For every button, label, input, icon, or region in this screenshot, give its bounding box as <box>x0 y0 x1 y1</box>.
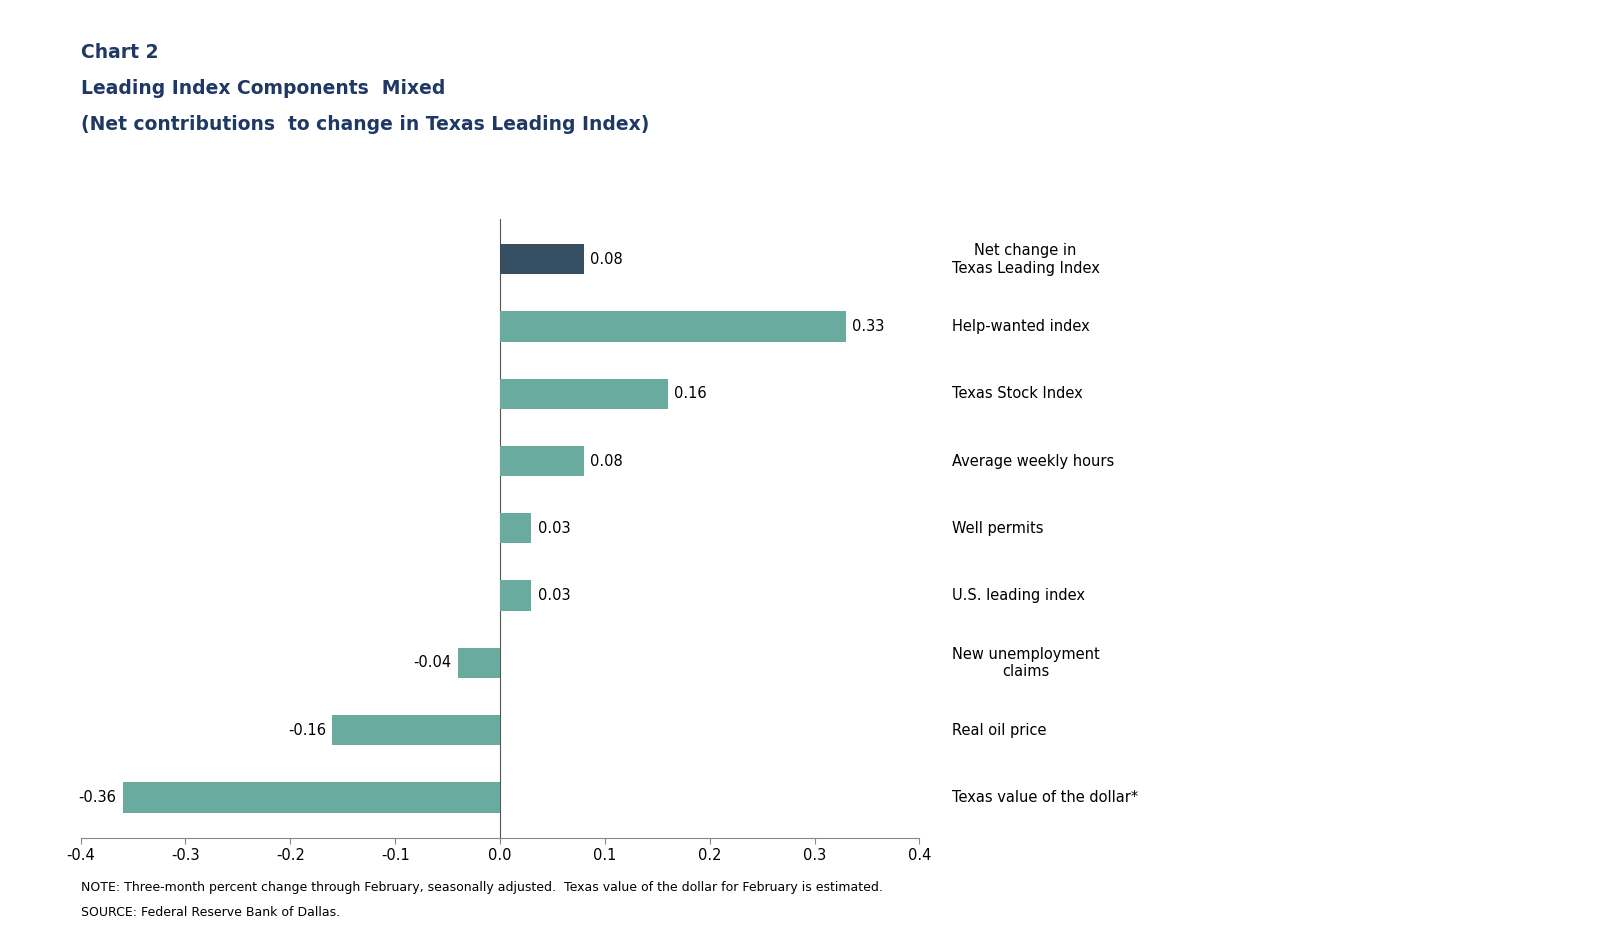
Text: Average weekly hours: Average weekly hours <box>952 453 1115 468</box>
Text: 0.33: 0.33 <box>852 319 884 334</box>
Text: 0.08: 0.08 <box>590 453 623 468</box>
Bar <box>500 244 584 274</box>
Text: -0.04: -0.04 <box>413 655 452 670</box>
Text: Texas Stock Index: Texas Stock Index <box>952 387 1082 402</box>
Text: Well permits: Well permits <box>952 521 1044 536</box>
Bar <box>458 647 500 678</box>
Bar <box>123 783 500 813</box>
Bar <box>500 513 532 544</box>
Bar <box>500 311 847 342</box>
Text: NOTE: Three-month percent change through February, seasonally adjusted.  Texas v: NOTE: Three-month percent change through… <box>81 881 882 894</box>
Text: -0.16: -0.16 <box>289 723 326 738</box>
Text: 0.03: 0.03 <box>537 588 571 604</box>
Text: Net change in
Texas Leading Index: Net change in Texas Leading Index <box>952 243 1100 275</box>
Text: U.S. leading index: U.S. leading index <box>952 588 1084 604</box>
Text: SOURCE: Federal Reserve Bank of Dallas.: SOURCE: Federal Reserve Bank of Dallas. <box>81 906 340 920</box>
Text: Help-wanted index: Help-wanted index <box>952 319 1089 334</box>
Text: 0.08: 0.08 <box>590 252 623 267</box>
Text: Chart 2: Chart 2 <box>81 43 158 62</box>
Text: Leading Index Components  Mixed: Leading Index Components Mixed <box>81 79 445 98</box>
Text: 0.16: 0.16 <box>674 387 706 402</box>
Text: New unemployment
claims: New unemployment claims <box>952 646 1100 679</box>
Text: Real oil price: Real oil price <box>952 723 1047 738</box>
Text: Texas value of the dollar*: Texas value of the dollar* <box>952 790 1137 804</box>
Text: (Net contributions  to change in Texas Leading Index): (Net contributions to change in Texas Le… <box>81 115 648 134</box>
Bar <box>500 581 532 611</box>
Bar <box>332 715 500 745</box>
Text: -0.36: -0.36 <box>79 790 116 804</box>
Bar <box>500 379 668 409</box>
Text: 0.03: 0.03 <box>537 521 571 536</box>
Bar <box>500 446 584 476</box>
